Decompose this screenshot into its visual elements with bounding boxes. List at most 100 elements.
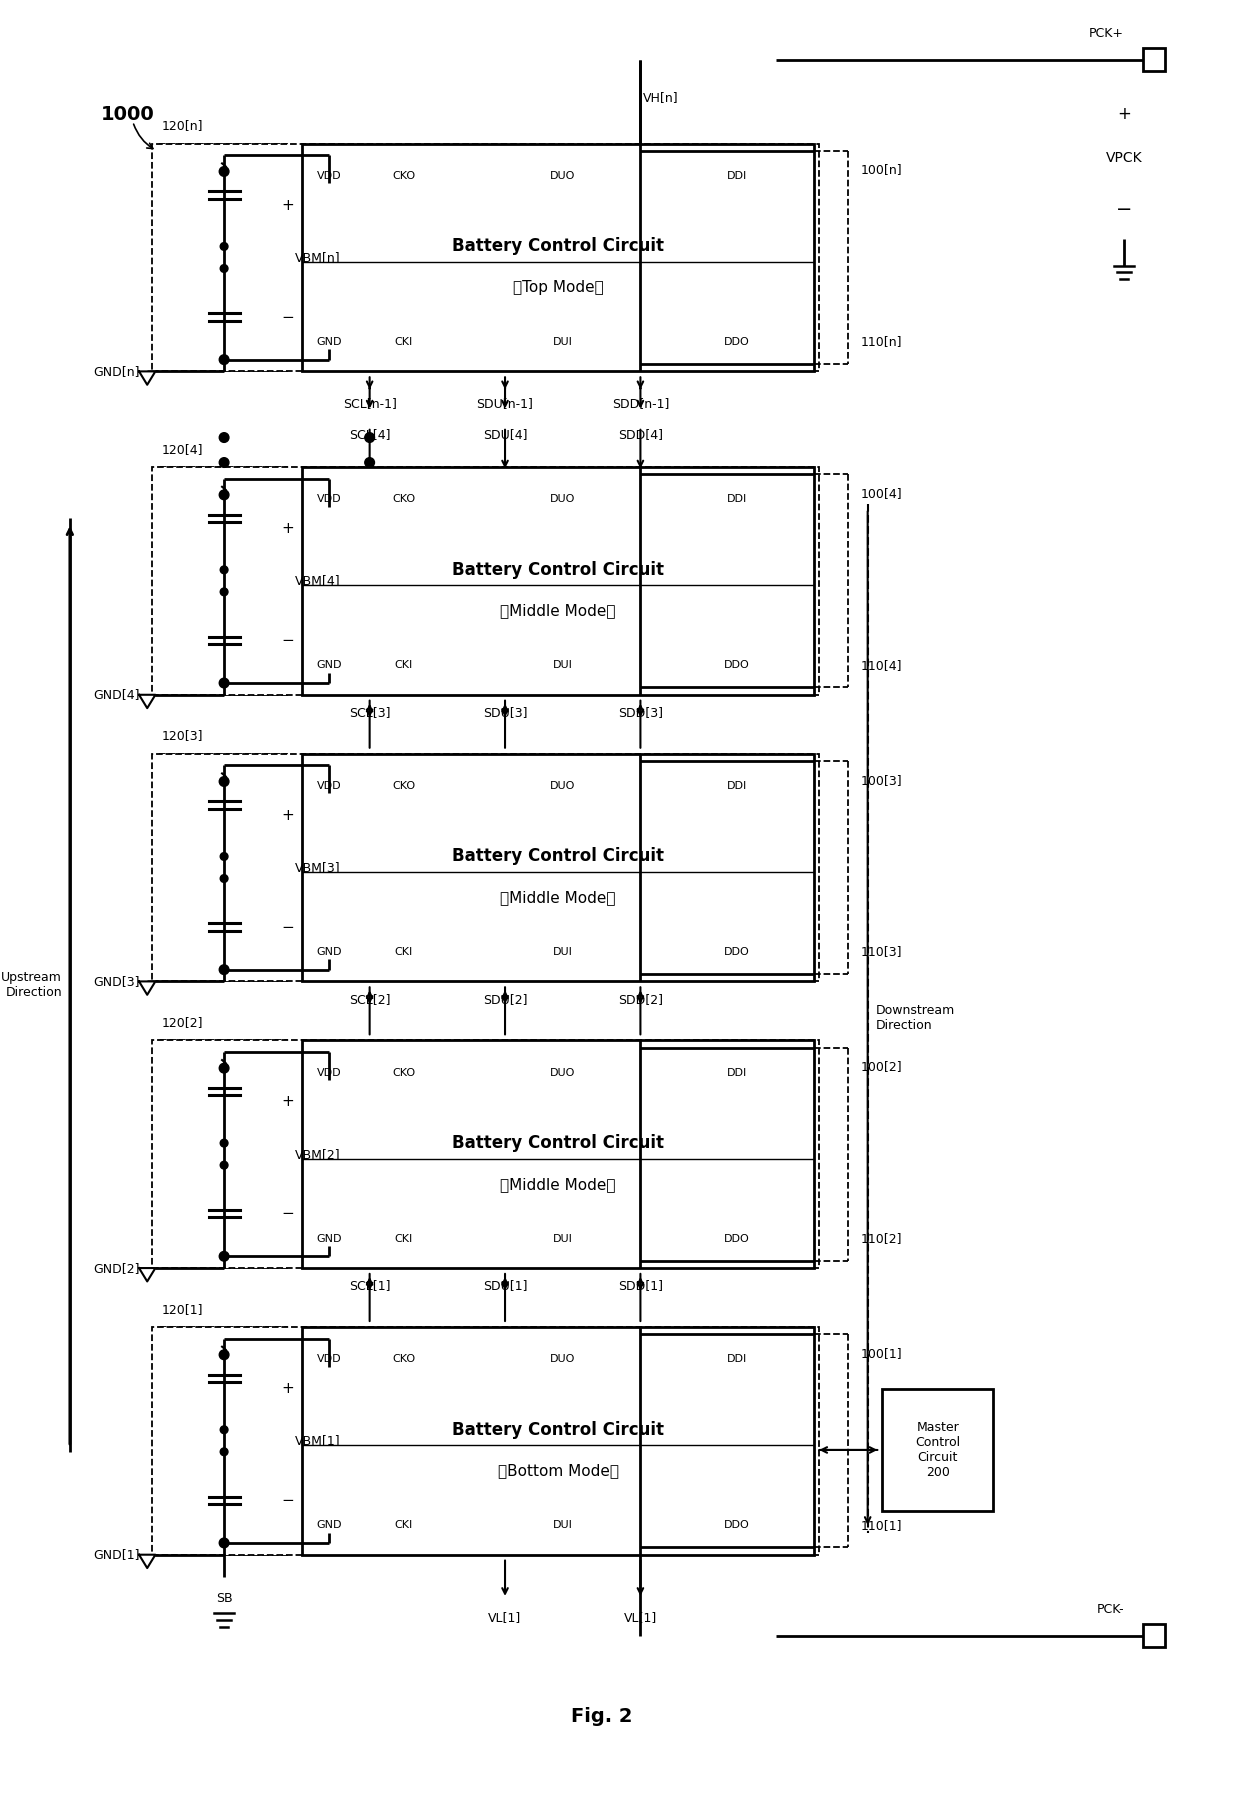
Text: DDI: DDI <box>727 171 748 180</box>
Bar <box>1143 1624 1164 1647</box>
Text: DDI: DDI <box>727 495 748 504</box>
Circle shape <box>221 265 228 272</box>
Text: Battery Control Circuit: Battery Control Circuit <box>453 1420 665 1438</box>
Text: CKI: CKI <box>394 337 413 347</box>
Circle shape <box>221 243 228 250</box>
Text: +: + <box>281 808 294 823</box>
Bar <box>153 466 820 695</box>
Text: SCL[2]: SCL[2] <box>348 992 391 1006</box>
Circle shape <box>221 1426 228 1433</box>
Text: 120[1]: 120[1] <box>161 1303 203 1316</box>
Text: +: + <box>1117 104 1131 122</box>
Text: CKO: CKO <box>392 495 415 504</box>
Text: 110[2]: 110[2] <box>861 1233 903 1246</box>
Bar <box>153 1327 820 1555</box>
Circle shape <box>219 490 229 500</box>
Text: Battery Control Circuit: Battery Control Circuit <box>453 848 665 866</box>
Text: 110[3]: 110[3] <box>861 945 903 959</box>
Circle shape <box>221 853 228 860</box>
Text: VL[1]: VL[1] <box>489 1611 522 1624</box>
Text: SCL[4]: SCL[4] <box>348 428 391 441</box>
Text: +: + <box>281 522 294 536</box>
Polygon shape <box>139 371 155 385</box>
Circle shape <box>365 432 374 443</box>
Text: VBM[2]: VBM[2] <box>295 1148 341 1161</box>
Text: SDU[3]: SDU[3] <box>482 706 527 718</box>
Bar <box>157 466 288 695</box>
Text: GND[3]: GND[3] <box>93 976 139 988</box>
Text: （Middle Mode）: （Middle Mode） <box>501 1177 616 1192</box>
Text: DDO: DDO <box>724 337 750 347</box>
Text: −: − <box>281 1206 294 1220</box>
Text: SDD[2]: SDD[2] <box>618 992 663 1006</box>
Text: SDD[n-1]: SDD[n-1] <box>611 398 670 410</box>
Text: CKO: CKO <box>392 1354 415 1364</box>
Circle shape <box>219 167 229 176</box>
Text: SDD[4]: SDD[4] <box>618 428 663 441</box>
Bar <box>157 144 288 371</box>
Polygon shape <box>139 1267 155 1282</box>
Polygon shape <box>139 981 155 995</box>
Text: VDD: VDD <box>316 1354 341 1364</box>
Text: VDD: VDD <box>316 1067 341 1078</box>
Text: DDO: DDO <box>724 1233 750 1244</box>
Bar <box>303 1327 815 1555</box>
Text: 100[2]: 100[2] <box>861 1060 903 1073</box>
Text: DUO: DUO <box>551 781 575 790</box>
Text: 100[4]: 100[4] <box>861 486 903 500</box>
Text: DUO: DUO <box>551 495 575 504</box>
Polygon shape <box>139 1555 155 1568</box>
Text: SDU[4]: SDU[4] <box>482 428 527 441</box>
Text: VL[1]: VL[1] <box>624 1611 657 1624</box>
Circle shape <box>221 565 228 574</box>
Text: Downstream
Direction: Downstream Direction <box>875 1004 955 1031</box>
Circle shape <box>221 1161 228 1168</box>
Text: DDO: DDO <box>724 947 750 958</box>
Circle shape <box>219 355 229 364</box>
Text: VBM[1]: VBM[1] <box>295 1435 341 1447</box>
Text: DUO: DUO <box>551 1067 575 1078</box>
Text: CKO: CKO <box>392 781 415 790</box>
Text: （Bottom Mode）: （Bottom Mode） <box>497 1463 619 1478</box>
Bar <box>303 754 815 981</box>
Text: 1000: 1000 <box>100 104 155 124</box>
Text: Battery Control Circuit: Battery Control Circuit <box>453 238 665 256</box>
Text: 100[1]: 100[1] <box>861 1346 903 1359</box>
Text: DUI: DUI <box>553 661 573 670</box>
Text: VBM[4]: VBM[4] <box>295 574 341 587</box>
Circle shape <box>365 457 374 468</box>
Text: SB: SB <box>216 1593 232 1606</box>
Text: PCK+: PCK+ <box>1089 27 1123 40</box>
Text: 110[4]: 110[4] <box>861 659 903 671</box>
Text: CKI: CKI <box>394 661 413 670</box>
Bar <box>157 1040 288 1267</box>
Text: 100[n]: 100[n] <box>861 164 903 176</box>
Text: DDI: DDI <box>727 1354 748 1364</box>
Text: GND: GND <box>316 1521 342 1530</box>
Text: SCL[n-1]: SCL[n-1] <box>342 398 397 410</box>
Text: Master
Control
Circuit
200: Master Control Circuit 200 <box>915 1420 960 1480</box>
Bar <box>303 1040 815 1267</box>
Text: DUI: DUI <box>553 1521 573 1530</box>
Bar <box>157 754 288 981</box>
Text: CKI: CKI <box>394 1233 413 1244</box>
Text: Upstream
Direction: Upstream Direction <box>1 970 62 999</box>
Text: GND: GND <box>316 1233 342 1244</box>
Text: SDD[3]: SDD[3] <box>618 706 663 718</box>
Bar <box>153 754 820 981</box>
Text: （Middle Mode）: （Middle Mode） <box>501 603 616 619</box>
Bar <box>153 144 820 371</box>
Bar <box>153 1040 820 1267</box>
Text: VH[n]: VH[n] <box>644 92 680 104</box>
Text: VDD: VDD <box>316 495 341 504</box>
Circle shape <box>221 875 228 882</box>
Text: GND[4]: GND[4] <box>93 688 139 702</box>
Bar <box>303 144 815 371</box>
Circle shape <box>219 1064 229 1073</box>
Text: （Middle Mode）: （Middle Mode） <box>501 891 616 905</box>
Text: SDD[1]: SDD[1] <box>618 1280 663 1292</box>
Circle shape <box>219 1251 229 1262</box>
Polygon shape <box>139 695 155 707</box>
Text: （Top Mode）: （Top Mode） <box>513 281 604 295</box>
Text: DUI: DUI <box>553 337 573 347</box>
